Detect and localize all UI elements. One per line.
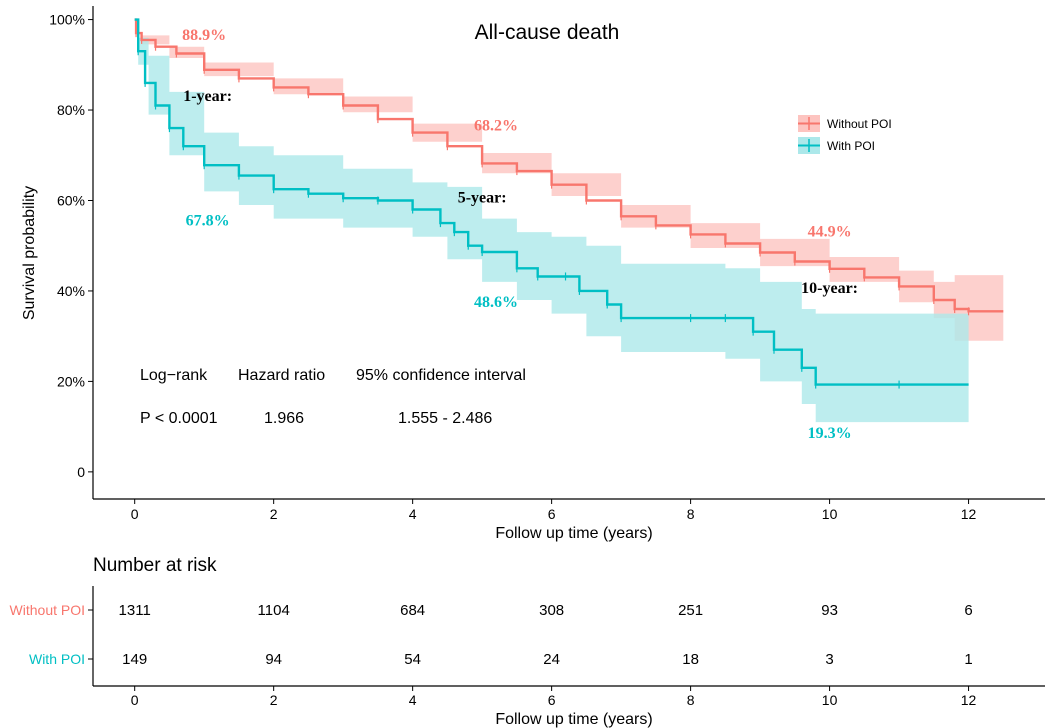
x-tick-label: 10 <box>822 506 838 522</box>
risk-x-tick-label: 6 <box>548 692 556 708</box>
risk-x-tick-label: 8 <box>687 692 695 708</box>
y-tick-label: 20% <box>57 373 85 389</box>
legend-label-with-poi: With POI <box>827 139 875 153</box>
y-tick-label: 0 <box>77 464 85 480</box>
risk-value: 54 <box>404 651 421 668</box>
risk-x-tick-label: 0 <box>131 692 139 708</box>
survival-line-with-poi <box>134 18 969 386</box>
main-axis-ticks: 0 2 4 6 8 10 12 0 20% 40% 60% 80% 100% <box>49 12 976 522</box>
censor-marks <box>135 29 970 389</box>
annotation-label: 5-year: <box>458 190 507 207</box>
risk-x-tick-label: 2 <box>270 692 278 708</box>
risk-value: 94 <box>265 651 282 668</box>
survival-line-without-poi <box>134 18 1004 313</box>
annotation-label: 67.8% <box>186 212 230 229</box>
risk-value: 18 <box>682 651 699 668</box>
stats-header-logrank: Log−rank <box>140 367 208 384</box>
stats-value-p: P < 0.0001 <box>140 410 218 427</box>
stats-block: Log−rank Hazard ratio 95% confidence int… <box>140 367 526 427</box>
annotation-label: 48.6% <box>474 294 518 311</box>
x-tick-label: 0 <box>131 506 139 522</box>
risk-value: 1 <box>964 651 972 668</box>
annotation-label: 1-year: <box>183 88 232 105</box>
stats-value-ci: 1.555 - 2.486 <box>398 410 492 427</box>
confidence-bands <box>134 19 1004 425</box>
x-tick-label: 12 <box>961 506 977 522</box>
x-axis-label: Follow up time (years) <box>495 525 652 542</box>
annotation-label: 68.2% <box>474 117 518 134</box>
risk-value: 149 <box>122 651 147 668</box>
risk-row-label: Without POI <box>10 602 85 618</box>
y-tick-label: 40% <box>57 283 85 299</box>
stats-value-hr: 1.966 <box>264 410 304 427</box>
annotation-label: 19.3% <box>808 425 852 442</box>
stats-header-ci: 95% confidence interval <box>356 367 526 384</box>
y-tick-label: 80% <box>57 102 85 118</box>
annotation-label: 88.9% <box>182 27 226 44</box>
risk-x-tick-label: 12 <box>961 692 977 708</box>
risk-value: 3 <box>825 651 833 668</box>
ci-band-with-poi <box>134 19 969 425</box>
annotation-label: 10-year: <box>801 280 858 297</box>
chart-annotations: 88.9% 68.2% 44.9% 1-year: 5-year: 10-year: 67.… <box>182 27 858 442</box>
x-tick-label: 6 <box>548 506 556 522</box>
risk-table-title: Number at risk <box>93 555 217 576</box>
y-axis-label: Survival probability <box>21 186 38 320</box>
legend-label-without-poi: Without POI <box>827 117 892 131</box>
risk-x-tick-label: 4 <box>409 692 417 708</box>
risk-x-axis-label: Follow up time (years) <box>495 711 652 728</box>
x-tick-label: 8 <box>687 506 695 522</box>
survival-curves <box>134 18 1004 386</box>
legend: Without POI With POI <box>798 115 892 154</box>
risk-value: 684 <box>400 602 425 619</box>
risk-value: 308 <box>539 602 564 619</box>
risk-value: 6 <box>964 602 972 619</box>
annotation-label: 44.9% <box>808 224 852 241</box>
risk-x-tick-label: 10 <box>822 692 838 708</box>
y-tick-label: 100% <box>49 12 85 28</box>
ci-band-without-poi <box>134 19 1004 341</box>
risk-value: 1311 <box>119 602 151 619</box>
x-tick-label: 2 <box>270 506 278 522</box>
risk-value: 93 <box>821 602 838 619</box>
risk-value: 24 <box>543 651 560 668</box>
stats-header-hazard-ratio: Hazard ratio <box>238 367 325 384</box>
chart-title: All-cause death <box>475 21 620 44</box>
y-tick-label: 60% <box>57 192 85 208</box>
risk-row-label: With POI <box>29 651 85 667</box>
risk-value: 251 <box>678 602 703 619</box>
x-tick-label: 4 <box>409 506 417 522</box>
risk-value: 1104 <box>258 602 290 619</box>
